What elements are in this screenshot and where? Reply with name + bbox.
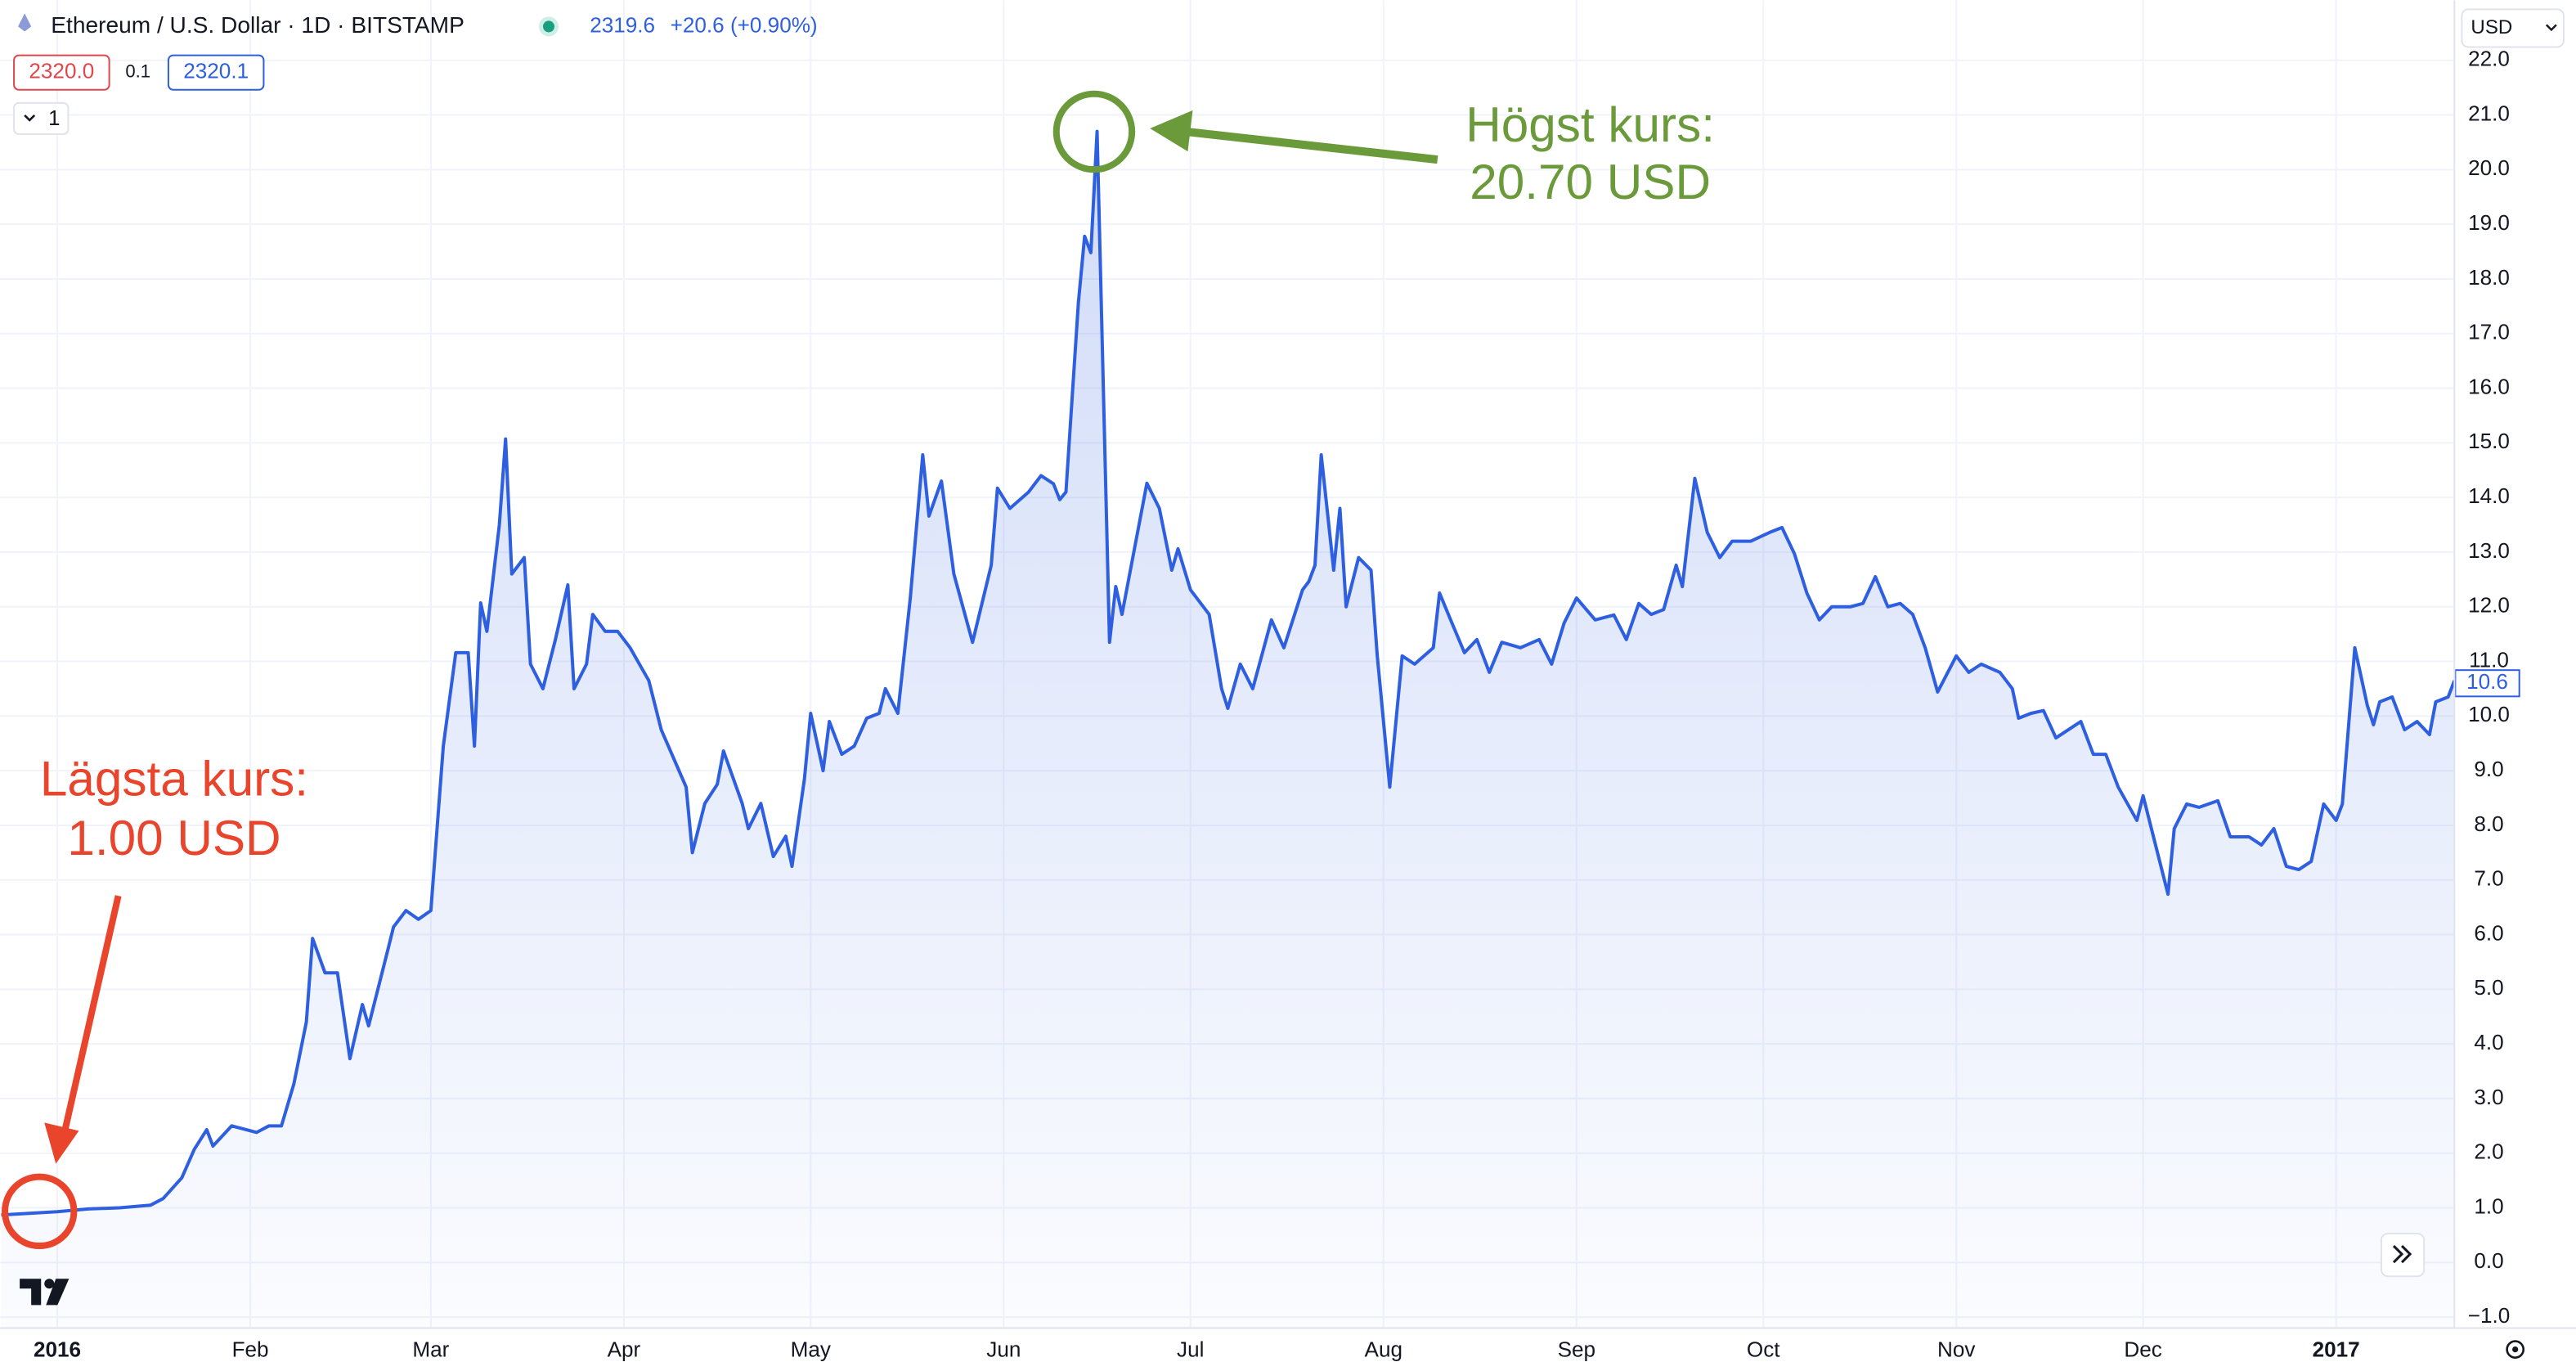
y-tick-label: 10.0 — [2468, 702, 2510, 726]
y-tick-label: 9.0 — [2474, 757, 2503, 781]
price-area — [1, 131, 2455, 1328]
y-tick-label: 17.0 — [2468, 320, 2510, 344]
chevron — [24, 114, 36, 122]
y-tick-label: 4.0 — [2474, 1030, 2503, 1054]
y-tick-label: 3.0 — [2474, 1085, 2503, 1109]
y-tick-label: 16.0 — [2468, 374, 2510, 398]
ask[interactable]: 2320.1 — [183, 59, 249, 83]
price: 2319.6 — [590, 12, 655, 37]
y-tick-label: 14.0 — [2468, 483, 2510, 508]
low-circle — [2, 1173, 78, 1250]
x-tick-label: Jun — [986, 1337, 1021, 1362]
scroll-icon — [2392, 1244, 2412, 1264]
indicator-count: 1 — [48, 106, 61, 130]
dropdown-arrow — [2545, 24, 2557, 32]
last-price-box — [2454, 669, 2520, 698]
x-tick-label: Oct — [1747, 1337, 1780, 1362]
y-tick-label: 12.0 — [2468, 593, 2510, 618]
x-tick-label: Aug — [1365, 1337, 1402, 1362]
low-arrow — [61, 895, 122, 1135]
x-tick-label: May — [791, 1337, 831, 1362]
high-arrow — [1185, 127, 1438, 164]
logo-part — [20, 1279, 42, 1306]
eth-icon — [18, 13, 32, 32]
y-tick-label: 5.0 — [2474, 975, 2503, 1000]
spread: 0.1 — [125, 61, 150, 81]
y-tick-label: 0.0 — [2474, 1248, 2503, 1273]
y-tick-label: 7.0 — [2474, 866, 2503, 891]
y-tick-label: 11.0 — [2469, 647, 2509, 672]
currency-dropdown[interactable] — [2461, 8, 2565, 48]
bid[interactable]: 2320.0 — [29, 59, 94, 83]
settings-icon[interactable] — [2506, 1340, 2525, 1359]
y-tick-label: 18.0 — [2468, 265, 2510, 290]
annotations: Högst kurs: 20.70 USD Lägsta kurs: 1.00 … — [2, 90, 1715, 1250]
ask-box[interactable] — [167, 54, 265, 91]
y-tick-label: 19.0 — [2468, 210, 2510, 235]
logo-part — [46, 1279, 70, 1306]
tv-logo — [20, 1279, 70, 1306]
y-tick-label: 15.0 — [2468, 429, 2510, 453]
x-tick-label: Jul — [1177, 1337, 1204, 1362]
high-arrowhead — [1150, 110, 1193, 152]
y-tick-label: 21.0 — [2468, 101, 2510, 125]
bid-box[interactable] — [13, 54, 110, 91]
y-tick-label: 22.0 — [2468, 47, 2510, 71]
x-tick-label: Sep — [1558, 1337, 1595, 1362]
x-tick-label: Mar — [412, 1337, 449, 1362]
y-tick-label: 2.0 — [2474, 1140, 2503, 1164]
low-label: Lägsta kurs: — [40, 750, 308, 806]
x-tick-label: Apr — [608, 1337, 641, 1362]
header: Ethereum / U.S. Dollar · 1D · BITSTAMP 2… — [13, 8, 2565, 136]
y-tick-label: 20.0 — [2468, 155, 2510, 180]
low-arrowhead — [44, 1122, 79, 1164]
x-tick-label: 2017 — [2313, 1337, 2360, 1362]
y-tick-label: −1.0 — [2468, 1303, 2511, 1328]
last-price-label: 10.6 — [2466, 669, 2508, 694]
y-tick-label: 13.0 — [2468, 538, 2510, 563]
symbol-title: Ethereum / U.S. Dollar · 1D · BITSTAMP — [51, 12, 464, 38]
x-tick-label: Nov — [1937, 1337, 1975, 1362]
indicator-toggle[interactable] — [13, 101, 70, 136]
y-tick-label: 8.0 — [2474, 811, 2503, 836]
currency[interactable]: USD — [2471, 16, 2512, 38]
x-tick-label: Dec — [2124, 1337, 2161, 1362]
x-tick-label: Feb — [232, 1337, 269, 1362]
x-tick-label: 2016 — [34, 1337, 81, 1362]
high-circle — [1052, 90, 1136, 173]
high-label: Högst kurs: — [1465, 97, 1715, 152]
high-value: 20.70 USD — [1470, 154, 1711, 209]
settings-dot — [2512, 1346, 2519, 1353]
axes: −1.00.01.02.03.04.05.06.07.08.09.010.011… — [34, 47, 2520, 1362]
low-value: 1.00 USD — [67, 810, 280, 865]
plot — [1, 129, 2457, 1328]
y-tick-label: 1.0 — [2474, 1193, 2503, 1218]
status-dot — [542, 20, 555, 33]
y-tick-label: 6.0 — [2474, 920, 2503, 945]
logo-dot — [44, 1279, 55, 1289]
price-line — [1, 129, 2457, 1217]
change: +20.6 (+0.90%) — [671, 12, 818, 37]
